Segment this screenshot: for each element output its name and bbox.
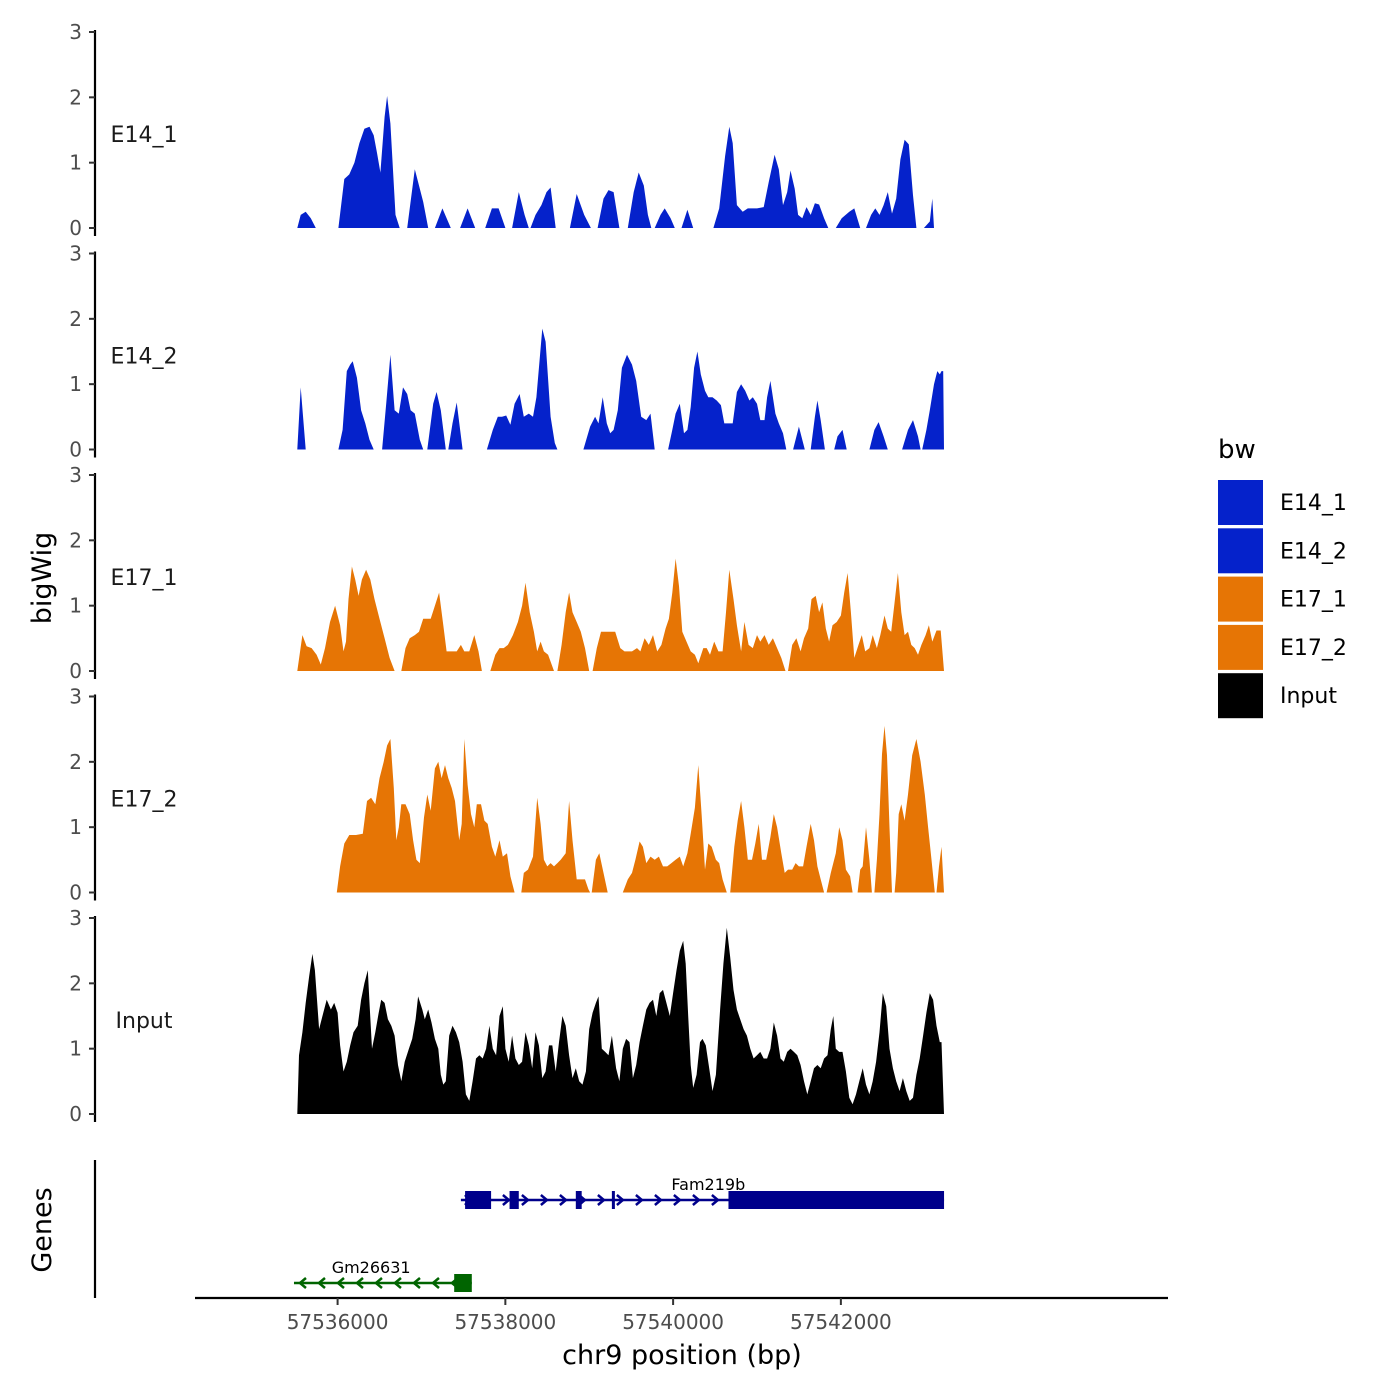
legend-item-e14-2: E14_2 — [1218, 528, 1347, 574]
gene-gm26631: Gm26631 — [293, 1258, 472, 1292]
y-tick-label: 0 — [69, 659, 82, 683]
track-panel-input: 0 1 2 3 Input — [69, 906, 944, 1126]
strand-arrow — [692, 1194, 701, 1206]
legend-label: Input — [1280, 684, 1337, 709]
strand-arrow — [597, 1194, 606, 1206]
y-tick-label: 0 — [69, 881, 82, 905]
strand-arrow — [635, 1194, 644, 1206]
y-tick-label: 2 — [69, 307, 82, 331]
strand-arrow — [673, 1194, 682, 1206]
strand-arrow — [317, 1277, 326, 1289]
exon-block — [509, 1191, 519, 1209]
exon-block — [611, 1191, 615, 1209]
strand-arrow — [711, 1194, 720, 1206]
genes-axis-title: Genes — [27, 1187, 58, 1272]
track-label: E14_1 — [111, 123, 178, 148]
exon-block — [728, 1191, 945, 1209]
x-tick-label: 57540000 — [622, 1310, 724, 1334]
track-panel-e17-1: 0 1 2 3 E17_1 — [69, 463, 944, 683]
track-label: Input — [116, 1009, 173, 1034]
exon-block — [465, 1191, 492, 1209]
y-tick-label: 3 — [69, 463, 82, 487]
x-tick-label: 57542000 — [790, 1310, 892, 1334]
y-tick-label: 2 — [69, 85, 82, 109]
signal-area — [297, 927, 944, 1114]
track-label: E14_2 — [111, 345, 178, 370]
legend-title: bw — [1218, 435, 1256, 465]
y-tick-label: 1 — [69, 372, 82, 396]
legend-label: E17_1 — [1280, 588, 1347, 613]
legend-swatch — [1218, 480, 1263, 525]
legend-item-e17-2: E17_2 — [1218, 624, 1347, 670]
signal-area — [336, 725, 944, 893]
strand-arrow — [336, 1277, 345, 1289]
legend-swatch — [1218, 673, 1263, 719]
y-tick-label: 1 — [69, 815, 82, 839]
legend: bw E14_1 E14_2 E17_1 E17_2 Input — [1218, 435, 1347, 719]
legend-item-e17-1: E17_1 — [1218, 576, 1347, 622]
strand-arrow — [374, 1277, 383, 1289]
legend-item-e14-1: E14_1 — [1218, 480, 1347, 525]
legend-swatch — [1218, 624, 1263, 670]
y-tick-label: 2 — [69, 528, 82, 552]
track-panel-e14-2: 0 1 2 3 E14_2 — [69, 242, 944, 462]
y-tick-label: 3 — [69, 685, 82, 709]
y-tick-label: 0 — [69, 216, 82, 240]
y-tick-label: 2 — [69, 750, 82, 774]
x-tick-label: 57538000 — [454, 1310, 556, 1334]
strand-arrow — [521, 1194, 530, 1206]
signal-area — [297, 96, 934, 228]
y-tick-label: 3 — [69, 20, 82, 44]
y-tick-label: 1 — [69, 151, 82, 175]
legend-swatch — [1218, 528, 1263, 574]
gene-panel: Fam219b Gm26631 — [93, 1160, 945, 1298]
legend-item-input: Input — [1218, 673, 1337, 719]
legend-label: E14_1 — [1280, 491, 1347, 516]
signal-area — [297, 328, 944, 450]
strand-arrow — [298, 1277, 307, 1289]
strand-arrow — [654, 1194, 663, 1206]
y-tick-label: 1 — [69, 594, 82, 618]
track-label: E17_1 — [111, 566, 178, 591]
x-tick-label: 57536000 — [287, 1310, 389, 1334]
gene-label: Gm26631 — [332, 1258, 411, 1277]
track-panel-e14-1: 0 1 2 3 E14_1 — [69, 20, 934, 240]
exon-block — [454, 1274, 472, 1292]
y-tick-label: 3 — [69, 906, 82, 930]
y-tick-label: 0 — [69, 1102, 82, 1126]
x-axis: 57536000 57538000 57540000 57542000 — [195, 1296, 1168, 1334]
strand-arrow — [559, 1194, 568, 1206]
strand-arrow — [355, 1277, 364, 1289]
strand-arrow — [540, 1194, 549, 1206]
y-tick-label: 3 — [69, 242, 82, 266]
y-axis-title: bigWig — [27, 532, 58, 625]
track-label: E17_2 — [111, 788, 178, 813]
signal-area — [297, 558, 944, 671]
y-tick-label: 0 — [69, 438, 82, 462]
y-tick-label: 1 — [69, 1037, 82, 1061]
strand-arrow — [393, 1277, 402, 1289]
strand-arrow — [616, 1194, 625, 1206]
gene-label: Fam219b — [671, 1175, 745, 1194]
legend-swatch — [1218, 576, 1263, 622]
y-tick-label: 2 — [69, 971, 82, 995]
strand-arrow — [502, 1194, 511, 1206]
legend-label: E17_2 — [1280, 636, 1347, 661]
exon-block — [575, 1191, 582, 1209]
track-panel-e17-2: 0 1 2 3 E17_2 — [69, 685, 944, 905]
track-panels: 0 1 2 3 E14_1 0 1 2 3 E14_2 0 1 2 3 E17_1 0 1 2 3 E17_2 0 1 2 3… — [69, 20, 944, 1126]
legend-label: E14_2 — [1280, 539, 1347, 564]
x-axis-title: chr9 position (bp) — [562, 1340, 802, 1371]
strand-arrow — [412, 1277, 421, 1289]
gene-fam219b: Fam219b — [460, 1175, 945, 1209]
strand-arrow — [431, 1277, 440, 1289]
